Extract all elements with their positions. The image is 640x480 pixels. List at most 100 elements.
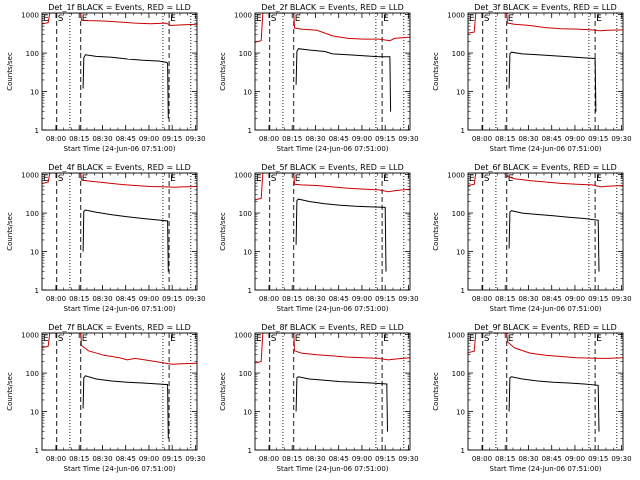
y-tick-label: 1000 (234, 12, 252, 20)
x-tick-label: 08:30 (518, 455, 538, 463)
x-tick-label: 08:30 (92, 455, 112, 463)
x-tick-label: 08:45 (542, 295, 562, 303)
marker-label: E (383, 174, 389, 184)
y-tick-label: 100 (452, 50, 465, 58)
x-tick-label: 08:15 (282, 455, 302, 463)
series-lld-line (42, 333, 197, 365)
y-tick-label: 10 (456, 409, 465, 417)
x-tick-label: 08:00 (259, 295, 279, 303)
y-tick-label: 100 (452, 210, 465, 218)
panels-group: Det_1f BLACK = Events, RED = LLD Counts/s… (6, 3, 632, 473)
y-tick-label: 10 (243, 249, 252, 257)
marker-label: E (256, 174, 262, 184)
marker-label: E (82, 174, 88, 184)
marker-label: E (82, 334, 88, 344)
y-tick-label: 1000 (234, 172, 252, 180)
marker-label: S (484, 174, 490, 184)
series-lld-line (468, 173, 623, 188)
x-tick-label: 09:15 (375, 295, 395, 303)
y-axis-label: Counts/sec (219, 52, 227, 91)
x-tick-label: 09:30 (398, 455, 418, 463)
y-axis-label: Counts/sec (219, 212, 227, 251)
x-tick-label: 09:00 (139, 455, 159, 463)
detector-panel-1: Det_1f BLACK = Events, RED = LLD Counts/s… (6, 3, 206, 153)
series-events-line (508, 51, 597, 112)
detector-panel-5: Det_5f BLACK = Events, RED = LLD Counts/s… (219, 163, 419, 313)
marker-label: E (170, 14, 176, 24)
series-lld-line (468, 333, 623, 359)
y-tick-label: 1000 (447, 332, 465, 340)
panel-title: Det_5f BLACK = Events, RED = LLD (261, 163, 404, 172)
y-tick-label: 1 (248, 127, 252, 135)
x-tick-label: 08:45 (329, 295, 349, 303)
y-tick-label: 10 (456, 249, 465, 257)
plot-frame (254, 172, 411, 291)
marker-label: S (271, 174, 277, 184)
series-events-line (295, 48, 392, 112)
series-events-line (295, 376, 388, 432)
y-axis-label: Counts/sec (6, 212, 14, 251)
detector-panel-6: Det_6f BLACK = Events, RED = LLD Counts/s… (432, 163, 632, 313)
x-tick-label: 09:00 (352, 455, 372, 463)
x-tick-label: 09:00 (565, 455, 585, 463)
plot-frame (254, 12, 411, 131)
series-lld-line (42, 173, 197, 188)
x-tick-label: 08:15 (69, 455, 89, 463)
panel-title: Det_9f BLACK = Events, RED = LLD (474, 323, 617, 332)
y-axis-label: Counts/sec (6, 372, 14, 411)
x-tick-label: 09:30 (611, 135, 631, 143)
x-tick-label: 09:15 (588, 455, 608, 463)
x-tick-label: 09:30 (185, 135, 205, 143)
y-tick-label: 100 (26, 370, 39, 378)
x-tick-label: 08:15 (282, 135, 302, 143)
x-tick-label: 09:30 (611, 455, 631, 463)
y-tick-label: 1000 (447, 172, 465, 180)
x-tick-label: 09:30 (185, 295, 205, 303)
x-tick-label: 08:30 (92, 135, 112, 143)
y-tick-label: 1000 (234, 332, 252, 340)
marker-label: E (295, 14, 301, 24)
detector-panel-2: Det_2f BLACK = Events, RED = LLD Counts/s… (219, 3, 419, 153)
marker-label: E (508, 174, 514, 184)
detector-panel-9: Det_9f BLACK = Events, RED = LLD Counts/s… (432, 323, 632, 473)
series-lld-line (255, 333, 410, 364)
x-tick-label: 09:00 (352, 295, 372, 303)
x-axis-label: Start Time (24-Jun-06 07:51:00) (490, 145, 602, 153)
y-tick-label: 100 (239, 370, 252, 378)
y-tick-label: 100 (239, 210, 252, 218)
marker-label: S (58, 174, 64, 184)
y-tick-label: 10 (30, 249, 39, 257)
marker-label: S (484, 334, 490, 344)
y-tick-label: 10 (456, 89, 465, 97)
x-tick-label: 08:15 (495, 455, 515, 463)
x-tick-label: 08:15 (495, 295, 515, 303)
x-axis-label: Start Time (24-Jun-06 07:51:00) (64, 305, 176, 313)
x-tick-label: 09:00 (352, 135, 372, 143)
detector-panel-8: Det_8f BLACK = Events, RED = LLD Counts/s… (219, 323, 419, 473)
x-tick-label: 08:30 (305, 135, 325, 143)
x-tick-label: 09:15 (375, 455, 395, 463)
y-axis-label: Counts/sec (432, 212, 440, 251)
y-tick-label: 1000 (21, 332, 39, 340)
y-tick-label: 1 (461, 287, 465, 295)
x-tick-label: 08:30 (305, 455, 325, 463)
x-tick-label: 09:15 (588, 135, 608, 143)
x-tick-label: 08:00 (46, 455, 66, 463)
x-tick-label: 08:00 (46, 135, 66, 143)
marker-label: E (383, 14, 389, 24)
y-tick-label: 100 (239, 50, 252, 58)
detector-panel-4: Det_4f BLACK = Events, RED = LLD Counts/s… (6, 163, 206, 313)
x-tick-label: 08:00 (472, 295, 492, 303)
series-events-line (82, 54, 169, 119)
x-tick-label: 08:30 (518, 295, 538, 303)
x-tick-label: 08:45 (542, 135, 562, 143)
series-lld-line (468, 13, 623, 34)
x-tick-label: 09:15 (375, 135, 395, 143)
x-tick-label: 08:30 (518, 135, 538, 143)
marker-label: S (271, 14, 277, 24)
marker-label: E (596, 174, 602, 184)
y-tick-label: 1000 (447, 12, 465, 20)
marker-label: E (469, 334, 475, 344)
x-axis-label: Start Time (24-Jun-06 07:51:00) (277, 305, 389, 313)
marker-label: E (508, 14, 514, 24)
